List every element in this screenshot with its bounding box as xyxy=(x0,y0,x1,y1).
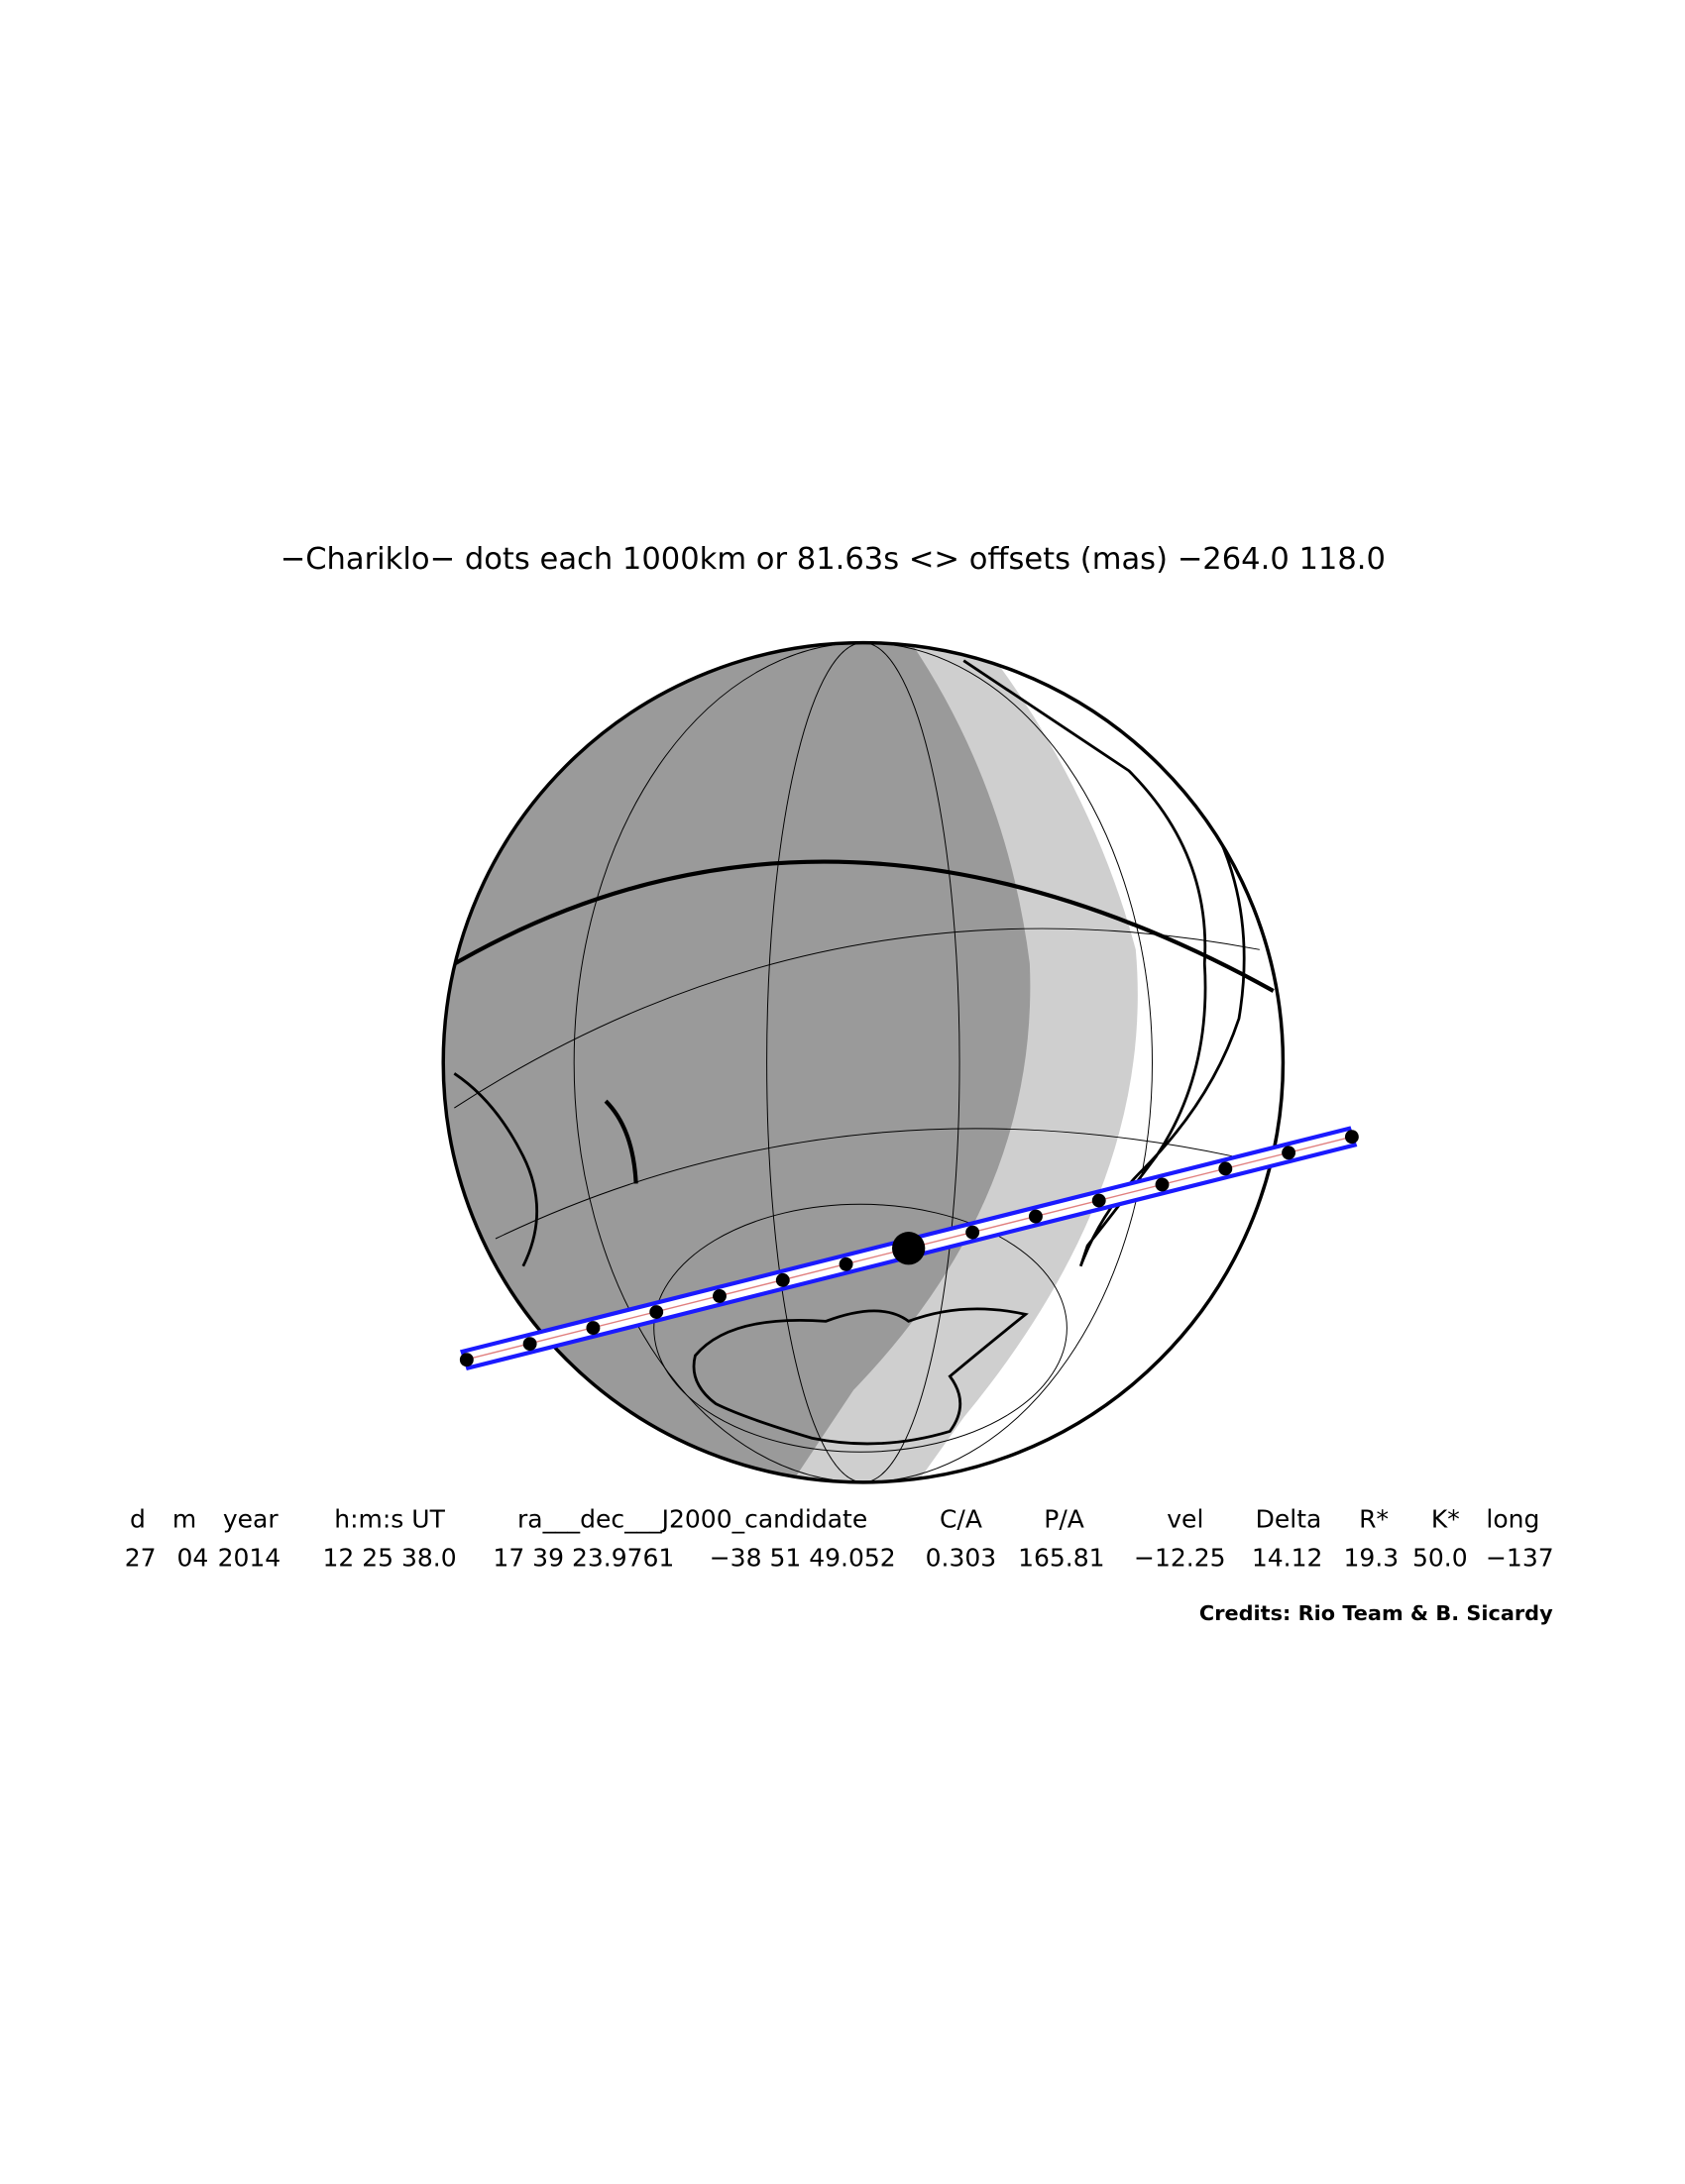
globe-outline xyxy=(441,640,1286,1484)
value-cell: −12.25 xyxy=(1134,1544,1226,1573)
value-cell: −38 51 49.052 xyxy=(710,1544,896,1573)
header-cell: d xyxy=(130,1505,146,1534)
path-dot xyxy=(586,1321,601,1336)
header-cell: h:m:s UT xyxy=(334,1505,445,1534)
header-cell: P/A xyxy=(1044,1505,1084,1534)
path-dot xyxy=(1282,1146,1296,1160)
path-dot xyxy=(649,1305,664,1319)
night-zone xyxy=(443,642,1031,1482)
header-cell: Delta xyxy=(1256,1505,1322,1534)
central-dot xyxy=(892,1232,926,1265)
header-cell: C/A xyxy=(940,1505,982,1534)
shadow-path xyxy=(459,1126,1359,1371)
value-cell: −137 xyxy=(1486,1544,1554,1573)
path-dot xyxy=(965,1225,980,1240)
header-cell: vel xyxy=(1167,1505,1203,1534)
header-cell: R* xyxy=(1359,1505,1389,1534)
value-cell: 17 39 23.9761 xyxy=(493,1544,674,1573)
new-zealand xyxy=(604,1099,638,1184)
header-cell: year xyxy=(223,1505,279,1534)
path-dot xyxy=(775,1272,790,1287)
path-dot xyxy=(522,1337,537,1352)
value-cell: 19.3 xyxy=(1343,1544,1399,1573)
path-dot xyxy=(459,1353,474,1367)
globe xyxy=(443,642,1284,1482)
path-dot xyxy=(1028,1209,1043,1224)
equator xyxy=(443,859,1275,993)
value-cell: 14.12 xyxy=(1252,1544,1323,1573)
path-dot xyxy=(839,1256,853,1271)
header-cell: K* xyxy=(1431,1505,1460,1534)
credits: Credits: Rio Team & B. Sicardy xyxy=(1199,1601,1553,1625)
australia xyxy=(453,1072,538,1267)
header-cell: ra___dec___J2000_candidate xyxy=(517,1505,867,1534)
path-dot xyxy=(1155,1177,1170,1192)
value-cell: 165.81 xyxy=(1018,1544,1104,1573)
value-cell: 2014 xyxy=(218,1544,281,1573)
map-title: −Chariklo− dots each 1000km or 81.63s <>… xyxy=(281,542,1386,577)
header-cell: m xyxy=(172,1505,196,1534)
value-cell: 50.0 xyxy=(1412,1544,1468,1573)
header-cell: long xyxy=(1486,1505,1539,1534)
value-cell: 04 xyxy=(177,1544,209,1573)
antarctica xyxy=(692,1307,1029,1446)
value-cell: 27 xyxy=(125,1544,157,1573)
path-dot xyxy=(713,1288,727,1303)
path-dot xyxy=(1218,1161,1233,1176)
path-dot xyxy=(1091,1193,1106,1208)
value-cell: 12 25 38.0 xyxy=(322,1544,456,1573)
path-dot xyxy=(1344,1130,1359,1145)
value-cell: 0.303 xyxy=(926,1544,997,1573)
